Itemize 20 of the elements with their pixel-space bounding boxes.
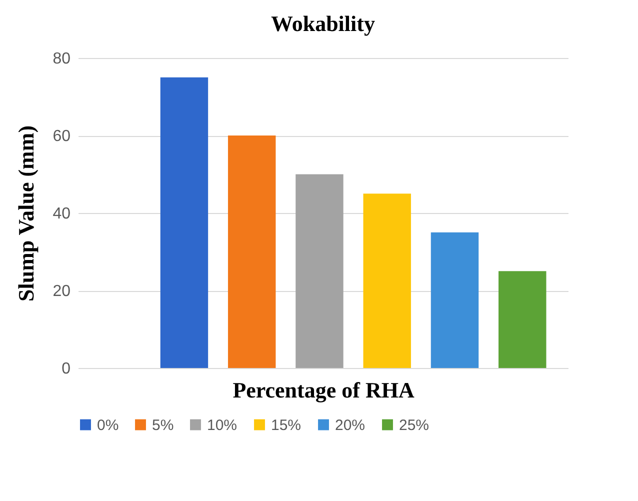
y-tick-label: 60 bbox=[52, 128, 71, 145]
chart-title: Wokability bbox=[271, 11, 375, 36]
bar bbox=[363, 194, 411, 368]
y-tick-label: 80 bbox=[52, 50, 71, 68]
legend-label: 20% bbox=[335, 416, 366, 434]
y-tick-label: 0 bbox=[62, 360, 71, 378]
bar bbox=[498, 271, 546, 368]
legend-label: 15% bbox=[271, 416, 302, 434]
x-axis-title: Percentage of RHA bbox=[232, 378, 414, 402]
legend-label: 10% bbox=[207, 416, 238, 434]
bar bbox=[160, 77, 208, 368]
legend-label: 5% bbox=[152, 416, 174, 434]
bar bbox=[228, 136, 276, 368]
legend-label: 25% bbox=[399, 416, 430, 434]
y-tick-label: 40 bbox=[52, 206, 71, 222]
legend-label: 0% bbox=[97, 416, 119, 434]
y-tick-label: 20 bbox=[52, 283, 71, 300]
bar bbox=[430, 232, 479, 368]
bar bbox=[296, 174, 344, 368]
y-axis-title: Slump Value (mm) bbox=[14, 125, 39, 302]
